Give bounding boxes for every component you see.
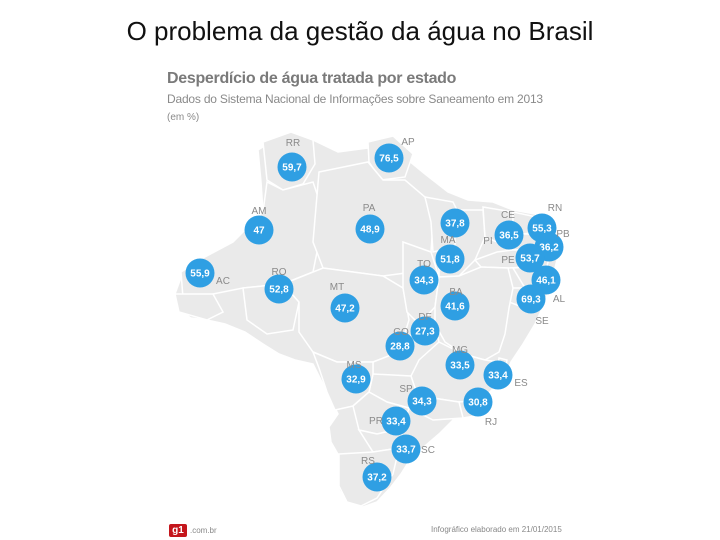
- infographic-unit: (em %): [167, 112, 200, 123]
- value-label-rj: 30,8: [468, 398, 488, 409]
- state-code-pa: PA: [363, 203, 376, 214]
- value-label-ms: 32,9: [346, 375, 366, 386]
- state-code-ro: RO: [272, 267, 287, 278]
- value-bubble-pr: [381, 406, 411, 436]
- value-bubble-df: [410, 316, 440, 346]
- value-bubble-pe: [515, 243, 545, 273]
- g1-logo: g1 .com.br: [169, 523, 217, 537]
- value-bubble-ba: [440, 291, 470, 321]
- state-code-ms: MS: [347, 360, 362, 371]
- state-code-se: SE: [535, 316, 549, 327]
- state-code-ma: MA: [441, 235, 456, 246]
- value-label-sp: 34,3: [412, 397, 432, 408]
- value-label-se: 69,3: [521, 295, 541, 306]
- footer-credit: Infográfico elaborado em 21/01/2015: [431, 525, 562, 534]
- map-land: [174, 131, 560, 508]
- value-label-ce: 36,5: [499, 231, 519, 242]
- infographic-subtitle: Dados do Sistema Nacional de Informações…: [167, 92, 543, 106]
- state-code-mt: MT: [330, 282, 344, 293]
- value-label-rr: 59,7: [282, 163, 302, 174]
- value-label-es: 33,4: [488, 371, 508, 382]
- state-code-rs: RS: [361, 456, 375, 467]
- value-label-pb: 36,2: [539, 243, 559, 254]
- value-bubble-sc: [391, 434, 421, 464]
- value-bubble-am: [244, 215, 274, 245]
- state-code-pe: PE: [501, 255, 515, 266]
- state-code-pb: PB: [556, 229, 570, 240]
- value-bubble-ce: [494, 220, 524, 250]
- value-label-to: 34,3: [414, 276, 434, 287]
- value-label-mt: 47,2: [335, 304, 355, 315]
- value-bubble-ap: [374, 143, 404, 173]
- slide-title: O problema da gestão da água no Brasil: [126, 16, 594, 46]
- value-label-rn: 55,3: [532, 224, 552, 235]
- value-bubble-ac: [185, 258, 215, 288]
- value-label-df: 27,3: [415, 327, 435, 338]
- state-markers: 59,7 RR 76,5AP 47 AM 48,9 PA 55,9 AC 52,8 RO 47,2 MT…: [185, 137, 570, 492]
- value-label-go: 28,8: [390, 342, 410, 353]
- state-code-df: DF: [418, 312, 431, 323]
- state-code-go: GO: [393, 327, 409, 338]
- value-bubble-sp: [407, 386, 437, 416]
- state-code-pr: PR: [369, 416, 383, 427]
- value-bubble-se: [516, 284, 546, 314]
- value-label-pi: 51,8: [440, 255, 460, 266]
- value-bubble-ma: [440, 208, 470, 238]
- value-label-pa: 48,9: [360, 225, 380, 236]
- value-bubble-to: [409, 265, 439, 295]
- brazil-map: 59,7 RR 76,5AP 47 AM 48,9 PA 55,9 AC 52,8 RO 47,2 MT…: [174, 131, 570, 508]
- state-code-rj: RJ: [485, 417, 497, 428]
- value-label-rs: 37,2: [367, 473, 387, 484]
- state-code-ba: BA: [449, 287, 463, 298]
- value-label-mg: 33,5: [450, 361, 470, 372]
- value-bubble-pa: [355, 214, 385, 244]
- state-shape-ac: [174, 293, 225, 321]
- value-label-pe: 53,7: [520, 254, 540, 265]
- value-bubble-ro: [264, 274, 294, 304]
- value-bubble-rj: [463, 387, 493, 417]
- infographic: 59,7 RR 76,5 AP 47 AM 48,9 PA 55,9 AC 52,8 RO 47,2 MT…: [163, 62, 595, 540]
- state-code-ce: CE: [501, 210, 515, 221]
- state-code-rn: RN: [548, 203, 562, 214]
- value-label-ba: 41,6: [445, 302, 465, 313]
- value-bubble-mt: [330, 293, 360, 323]
- g1-logo-domain: .com.br: [190, 525, 217, 535]
- infographic-title: Desperdício de água tratada por estado: [167, 70, 457, 87]
- state-code-mg: MG: [452, 345, 468, 356]
- g1-logo-mark: g1: [169, 523, 187, 537]
- value-bubble-mg: [445, 350, 475, 380]
- value-label-al: 46,1: [536, 276, 556, 287]
- value-bubble-ms: [341, 364, 371, 394]
- value-label-ac: 55,9: [190, 269, 210, 280]
- state-code-al: AL: [553, 294, 566, 305]
- state-code-sc: SC: [421, 445, 435, 456]
- value-bubble-es: [483, 360, 513, 390]
- state-code-pi: PI: [483, 236, 492, 247]
- state-code-sp: SP: [399, 384, 413, 395]
- value-label-sc: 33,7: [396, 445, 416, 456]
- value-label-am: 47: [253, 226, 265, 237]
- value-bubble-rr: [277, 152, 307, 182]
- value-label-ro: 52,8: [269, 285, 289, 296]
- state-code-es: ES: [514, 378, 528, 389]
- state-code-to: TO: [417, 259, 431, 270]
- state-code-am: AM: [252, 206, 267, 217]
- value-bubble-go: [385, 331, 415, 361]
- value-bubble-rs: [362, 462, 392, 492]
- value-bubble-pi: [435, 244, 465, 274]
- state-code-rr: RR: [286, 138, 300, 149]
- value-label-ma: 37,8: [445, 219, 465, 230]
- state-code-ap: AP: [401, 137, 415, 148]
- value-label-pr: 33,4: [386, 417, 406, 428]
- state-code-ac: AC: [216, 276, 230, 287]
- value-label-ap: 76,5: [379, 154, 399, 165]
